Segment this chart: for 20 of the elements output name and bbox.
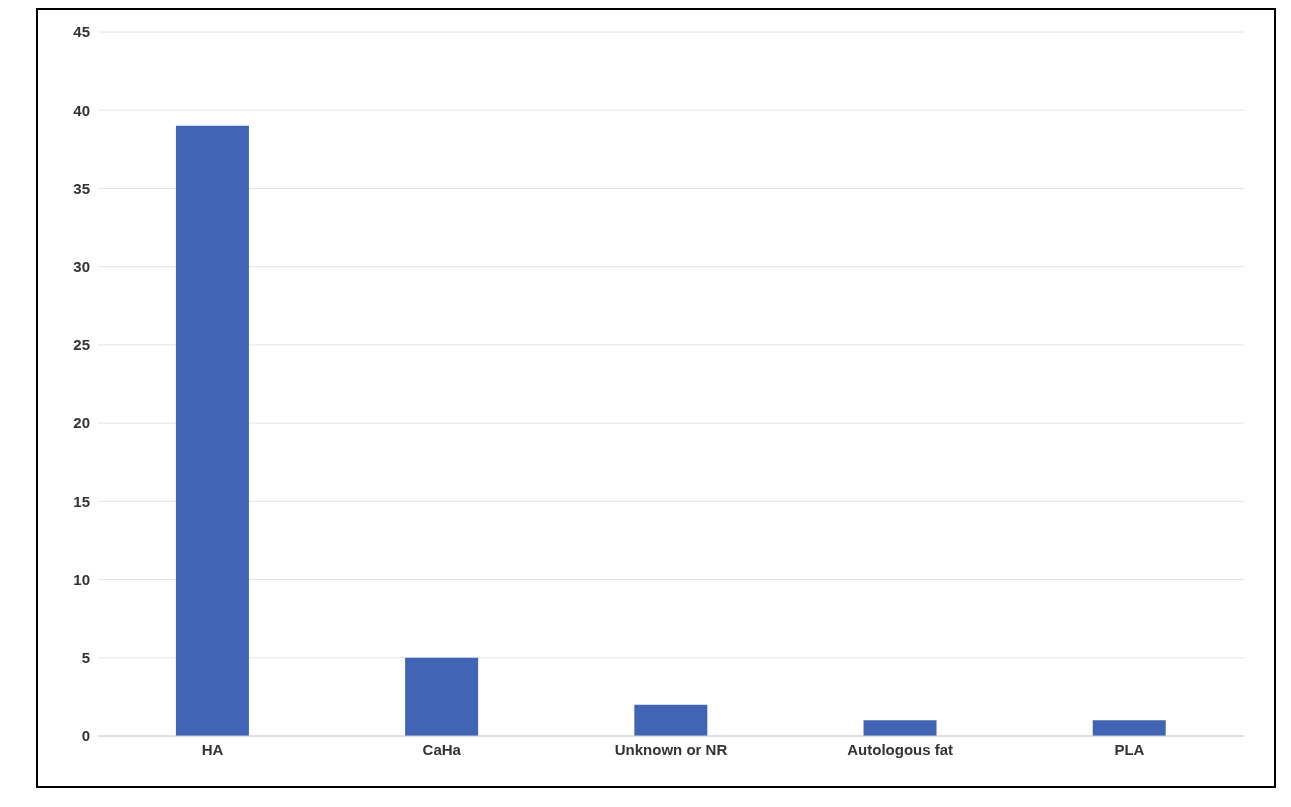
y-tick-label: 45 bbox=[73, 23, 90, 41]
x-tick-label: HA bbox=[201, 740, 224, 758]
y-tick-label: 35 bbox=[73, 179, 90, 197]
x-tick-label: Unknown or NR bbox=[614, 740, 728, 758]
y-tick-label: 30 bbox=[73, 257, 90, 275]
y-tick-label: 0 bbox=[81, 727, 90, 745]
y-tick-label: 20 bbox=[73, 414, 90, 432]
bar bbox=[634, 704, 708, 736]
x-tick-label: Autologous fat bbox=[847, 740, 954, 758]
y-tick-label: 40 bbox=[73, 101, 90, 119]
bar bbox=[175, 125, 249, 736]
x-tick-label: CaHa bbox=[422, 740, 462, 758]
x-tick-label: PLA bbox=[1114, 740, 1145, 758]
y-tick-label: 25 bbox=[73, 336, 90, 354]
y-tick-label: 5 bbox=[81, 649, 90, 667]
bar bbox=[405, 657, 479, 736]
y-tick-label: 15 bbox=[73, 492, 90, 510]
y-tick-label: 10 bbox=[73, 570, 90, 588]
bar bbox=[863, 720, 937, 736]
bar bbox=[1092, 720, 1166, 736]
